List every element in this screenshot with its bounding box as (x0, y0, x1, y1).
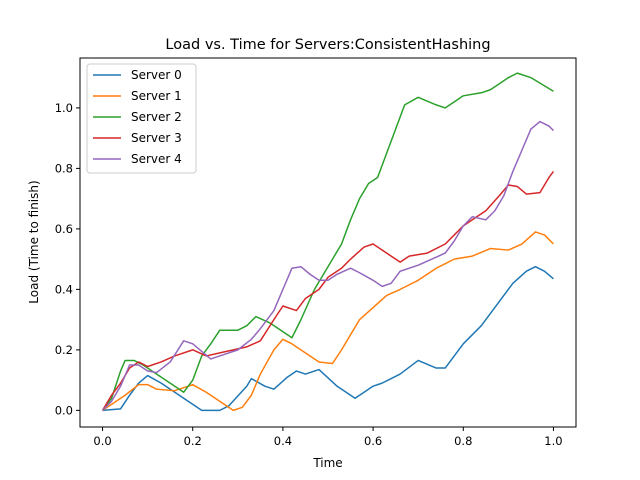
x-tick-label-2: 0.4 (274, 434, 292, 448)
legend-label-0: Server 0 (131, 68, 182, 82)
legend-label-4: Server 4 (131, 152, 182, 166)
y-tick-label-5: 1.0 (55, 101, 73, 115)
y-axis-label: Load (Time to finish) (27, 180, 41, 303)
y-tick-label-1: 0.2 (55, 343, 73, 357)
series-line-1 (102, 231, 554, 412)
legend-label-1: Server 1 (131, 89, 182, 103)
series-layer (101, 72, 555, 412)
y-tick-label-2: 0.4 (55, 282, 73, 296)
x-tick-label-3: 0.6 (364, 434, 382, 448)
x-tick-label-1: 0.2 (184, 434, 202, 448)
legend-label-2: Server 2 (131, 110, 182, 124)
legend-box (86, 63, 197, 174)
axes-layer (79, 57, 577, 428)
series-line-0 (102, 265, 554, 412)
y-tick-label-0: 0.0 (55, 403, 73, 417)
legend-label-3: Server 3 (131, 131, 182, 145)
plot-frame (79, 57, 577, 428)
y-tick-label-3: 0.6 (55, 222, 73, 236)
x-tick-label-5: 1.0 (544, 434, 562, 448)
legend: Server 0 Server 1 Server 2 Server 3 Server 4 (86, 63, 197, 174)
series-line-4 (102, 120, 554, 411)
chart-title: Load vs. Time for Servers:ConsistentHash… (165, 37, 490, 53)
x-axis-label: Time (312, 456, 342, 470)
y-tick-label-4: 0.8 (55, 161, 73, 175)
series-line-3 (101, 170, 555, 411)
series-line-2 (101, 72, 554, 411)
x-tick-label-4: 0.8 (454, 434, 472, 448)
x-tick-label-0: 0.0 (93, 434, 111, 448)
ticks-layer: 0.0 0.2 0.4 0.6 0.8 1.0 0.0 0.2 0.4 0.6 0.8 1.0 (55, 101, 563, 448)
